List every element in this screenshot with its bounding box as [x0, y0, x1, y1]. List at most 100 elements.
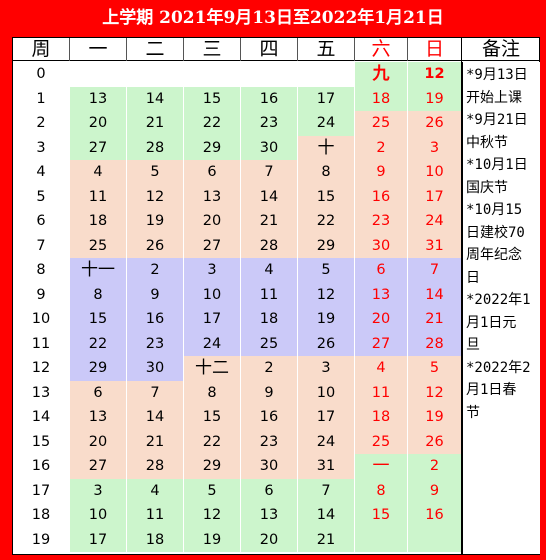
note-line: 日建校70: [466, 224, 525, 241]
day-cell: 16: [355, 184, 407, 209]
day-cell: 12: [408, 62, 461, 87]
day-cell: 19: [408, 86, 461, 111]
day-cell: 17: [298, 86, 354, 111]
day-cell: 25: [241, 331, 297, 356]
day-cell: 14: [127, 405, 183, 430]
note-line: 周年纪念: [466, 247, 522, 263]
day-cell: 8: [70, 282, 126, 307]
day-cell: 5: [127, 160, 183, 185]
day-cell: 23: [241, 111, 297, 136]
day-cell: 7: [408, 258, 461, 283]
day-cell: 11: [355, 380, 407, 405]
week-number: 7: [36, 237, 46, 254]
day-cell: 3: [408, 135, 461, 160]
day-cell: 27: [355, 331, 407, 356]
day-cell: 26: [127, 233, 183, 258]
week-row: 2 20 21 22 23 24 25 26: [13, 111, 461, 136]
week-number: 16: [31, 458, 51, 474]
day-cell: 24: [184, 331, 240, 356]
day-cell: 23: [355, 209, 407, 234]
day-cell: 26: [298, 331, 354, 356]
day-cell: 27: [70, 454, 126, 479]
day-cell: 27: [184, 233, 240, 258]
week-number: 5: [36, 188, 46, 205]
note-line: 月1日春: [466, 382, 517, 398]
week-number: 9: [36, 286, 46, 303]
day-cell: 26: [408, 429, 461, 454]
week-number: 14: [31, 409, 51, 425]
note-line: 开始上课: [466, 89, 522, 106]
day-cell: 26: [408, 111, 461, 136]
day-cell: 8: [184, 380, 240, 405]
day-cell: 28: [127, 135, 183, 160]
day-cell: 16: [408, 503, 461, 528]
week-row: 11 22 23 24 25 26 27 28: [13, 331, 461, 356]
day-cell: 15: [355, 503, 407, 528]
header-day-thu: 四: [259, 38, 279, 60]
day-cell: 25: [355, 111, 407, 136]
day-cell: 13: [70, 86, 126, 111]
week-number: 10: [31, 311, 51, 327]
day-cell: 21: [298, 527, 354, 552]
day-cell: 22: [70, 331, 126, 356]
week-number: 15: [31, 433, 51, 450]
day-cell: 29: [184, 135, 240, 160]
day-cell: 4: [241, 258, 297, 283]
day-cell: 一: [355, 454, 407, 479]
day-cell: 9: [355, 160, 407, 185]
day-cell: [355, 527, 407, 552]
day-cell: 18: [70, 209, 126, 234]
day-cell: [298, 62, 354, 87]
day-cell: 14: [127, 86, 183, 111]
week-row: 16 27 28 29 30 31 一 2: [13, 454, 461, 479]
day-cell: 25: [70, 233, 126, 258]
day-cell: 23: [127, 331, 183, 356]
day-cell: 14: [408, 282, 461, 307]
day-cell: 30: [241, 454, 297, 479]
week-row: 1 13 14 15 16 17 18 19: [13, 86, 461, 111]
day-cell: 16: [241, 405, 297, 430]
day-cell: 31: [298, 454, 354, 479]
day-cell: [184, 62, 240, 87]
day-cell: 7: [127, 380, 183, 405]
week-row: 10 15 16 17 18 19 20 21: [13, 307, 461, 332]
week-row: 6 18 19 20 21 22 23 24: [13, 209, 461, 234]
day-cell: [408, 527, 461, 552]
note-line: *9月21日: [466, 112, 528, 128]
header-day-tue: 二: [145, 38, 165, 60]
header-day-sun: 日: [424, 38, 444, 60]
day-cell: 4: [70, 160, 126, 185]
week-row: 14 13 14 15 16 17 18 19: [13, 405, 461, 430]
day-cell: 19: [408, 405, 461, 430]
day-cell: 21: [241, 209, 297, 234]
day-cell: 12: [408, 380, 461, 405]
day-cell: [241, 62, 297, 87]
week-row: 17 3 4 5 6 7 8 9: [13, 478, 461, 503]
day-cell: 19: [298, 307, 354, 332]
note-line: *10月1日: [466, 157, 528, 173]
week-number: 3: [36, 139, 46, 156]
day-cell: 十二: [184, 356, 240, 381]
week-number: 17: [31, 482, 51, 499]
day-cell: 9: [241, 380, 297, 405]
day-cell: 31: [408, 233, 461, 258]
day-cell: 8: [298, 160, 354, 185]
day-cell: 2: [127, 258, 183, 283]
day-cell: 7: [298, 478, 354, 503]
header-day-fri: 五: [316, 38, 336, 60]
note-line: *9月13日: [466, 67, 528, 83]
week-number: 8: [36, 262, 46, 278]
week-row: 12 29 30 十二 2 3 4 5: [13, 356, 461, 381]
day-cell: 19: [127, 209, 183, 234]
day-cell: 21: [127, 111, 183, 136]
day-cell: 3: [184, 258, 240, 283]
day-cell: 17: [70, 527, 126, 552]
week-number: 13: [31, 384, 51, 401]
day-cell: 3: [70, 478, 126, 503]
day-cell: 20: [70, 111, 126, 136]
note-line: 节: [466, 404, 480, 421]
day-cell: 16: [127, 307, 183, 332]
day-cell: 11: [70, 184, 126, 209]
day-cell: 25: [355, 429, 407, 454]
